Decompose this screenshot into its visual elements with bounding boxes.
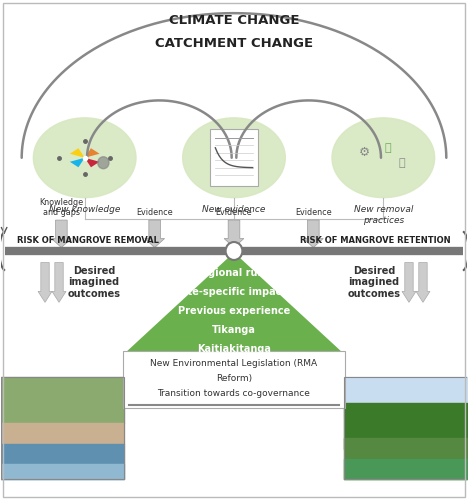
Text: ✋: ✋: [399, 158, 405, 168]
Polygon shape: [70, 148, 85, 158]
Polygon shape: [85, 158, 100, 168]
FancyArrow shape: [402, 262, 416, 302]
Text: Regional rules: Regional rules: [194, 268, 274, 278]
Text: CATCHMENT CHANGE: CATCHMENT CHANGE: [155, 36, 313, 50]
Ellipse shape: [332, 118, 435, 198]
Ellipse shape: [183, 118, 285, 198]
Text: RISK OF MANGROVE REMOVAL: RISK OF MANGROVE REMOVAL: [17, 236, 159, 245]
Text: 🌱: 🌱: [385, 143, 391, 153]
Text: Tikanga: Tikanga: [212, 326, 256, 336]
Polygon shape: [70, 158, 85, 168]
Text: Previous experience: Previous experience: [178, 306, 290, 316]
Text: New evidence: New evidence: [202, 205, 266, 214]
Text: Site-specific impacts: Site-specific impacts: [176, 288, 292, 298]
Text: CLIMATE CHANGE: CLIMATE CHANGE: [169, 14, 299, 27]
Polygon shape: [124, 251, 344, 352]
Text: Knowledge
and gaps: Knowledge and gaps: [39, 198, 83, 217]
FancyBboxPatch shape: [124, 351, 344, 408]
Text: New Environmental Legislation (RMA: New Environmental Legislation (RMA: [150, 358, 318, 368]
FancyArrow shape: [51, 220, 71, 248]
Text: New knowledge: New knowledge: [49, 205, 120, 214]
FancyArrow shape: [52, 262, 66, 302]
Ellipse shape: [33, 118, 136, 198]
FancyBboxPatch shape: [210, 130, 258, 186]
Text: Evidence: Evidence: [295, 208, 332, 217]
Text: Kaitiakitanga: Kaitiakitanga: [197, 344, 271, 354]
FancyArrow shape: [303, 220, 323, 248]
Text: Evidence: Evidence: [136, 208, 173, 217]
Text: ⚙: ⚙: [359, 146, 370, 160]
Text: Desired
imagined
outcomes: Desired imagined outcomes: [347, 266, 401, 299]
FancyArrow shape: [38, 262, 52, 302]
FancyArrow shape: [145, 220, 165, 248]
Text: Transition towards co-governance: Transition towards co-governance: [158, 388, 310, 398]
Text: Evidence: Evidence: [216, 208, 252, 217]
Text: Reform): Reform): [216, 374, 252, 382]
Polygon shape: [85, 148, 100, 158]
Text: RISK OF MANGROVE RETENTION: RISK OF MANGROVE RETENTION: [300, 236, 451, 245]
Text: New removal
practices: New removal practices: [354, 205, 413, 225]
Circle shape: [98, 157, 109, 168]
FancyArrow shape: [416, 262, 430, 302]
Circle shape: [226, 242, 242, 260]
Text: Desired
imagined
outcomes: Desired imagined outcomes: [67, 266, 121, 299]
FancyArrow shape: [224, 220, 244, 248]
